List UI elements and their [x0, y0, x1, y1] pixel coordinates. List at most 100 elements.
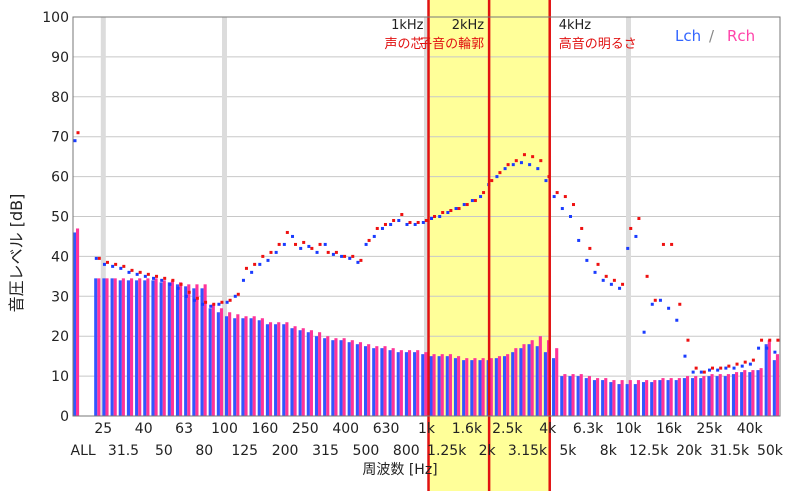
bar-lch	[625, 384, 629, 416]
dot-rch	[105, 260, 109, 264]
bar-lch	[241, 318, 245, 416]
dot-rch	[400, 213, 404, 217]
dot-rch	[416, 220, 420, 224]
bar-rch	[669, 378, 673, 416]
annotation-freq: 1kHz	[391, 18, 424, 33]
dot-rch	[702, 370, 706, 374]
dot-lch	[73, 139, 77, 143]
dot-lch	[552, 195, 556, 199]
dot-rch	[473, 199, 477, 203]
dot-lch	[626, 246, 630, 250]
bar-lch	[691, 378, 695, 416]
bar-lch	[184, 286, 188, 416]
bar-lch	[249, 318, 253, 416]
dot-lch	[184, 294, 188, 298]
bar-rch	[76, 228, 80, 416]
x-tick-label: 3.15k	[508, 443, 548, 459]
dot-rch	[465, 203, 469, 207]
bar-lch	[633, 384, 637, 416]
dot-lch	[201, 302, 205, 306]
dot-rch	[743, 360, 747, 364]
dot-rch	[146, 272, 150, 276]
dot-rch	[637, 216, 641, 220]
dot-rch	[490, 179, 494, 183]
dot-lch	[642, 330, 646, 334]
x-tick-label: 500	[353, 443, 380, 459]
bar-lch	[764, 344, 768, 416]
x-tick-label: 2.5k	[492, 421, 523, 437]
bar-lch	[453, 358, 458, 416]
dot-rch	[694, 366, 698, 370]
x-tick-label: 400	[332, 421, 359, 437]
bar-rch	[563, 374, 567, 416]
y-tick-label: 100	[42, 10, 69, 26]
bar-rch	[195, 284, 199, 416]
y-tick-label: 40	[51, 249, 69, 265]
bar-rch	[301, 328, 305, 416]
x-tick-label: 1.6k	[452, 421, 483, 437]
bar-rch	[236, 314, 240, 416]
bar-lch	[641, 382, 646, 416]
bar-rch	[514, 348, 518, 416]
bar-lch	[274, 324, 278, 416]
bar-rch	[473, 358, 477, 416]
bar-rch	[677, 378, 681, 416]
bar-rch	[350, 340, 354, 416]
dot-lch	[675, 318, 679, 322]
dot-lch	[192, 298, 196, 302]
dot-rch	[343, 254, 347, 258]
y-axis-label: 音圧レベル [dB]	[7, 194, 26, 313]
dot-rch	[171, 278, 175, 282]
bar-lch	[511, 352, 515, 416]
bar-lch	[216, 312, 220, 416]
dot-lch	[773, 350, 777, 354]
band-lines	[427, 0, 551, 491]
dot-lch	[601, 278, 605, 282]
annotation-freq: 4kHz	[559, 18, 592, 33]
bar-rch	[424, 352, 428, 416]
bar-rch	[465, 358, 469, 416]
dot-lch	[765, 346, 769, 350]
dot-rch	[563, 195, 567, 199]
dot-rch	[163, 276, 167, 280]
bar-rch	[440, 354, 444, 416]
bar-lch	[740, 372, 744, 416]
dot-rch	[334, 250, 338, 254]
plot-frame	[72, 16, 781, 417]
axes	[72, 16, 781, 417]
x-tick-label: 800	[393, 443, 420, 459]
dot-lch	[438, 215, 442, 218]
bar-rch	[587, 376, 591, 416]
dot-lch	[119, 266, 123, 270]
y-tick-label: 30	[51, 289, 69, 305]
dot-lch	[634, 234, 638, 238]
bar-lch	[404, 352, 408, 416]
bar-lch	[568, 376, 572, 416]
dot-rch	[138, 270, 142, 274]
bar-rch	[604, 378, 608, 416]
dot-lch	[536, 167, 540, 171]
dot-lch	[168, 282, 172, 286]
bar-lch	[257, 320, 261, 416]
dot-lch	[241, 278, 245, 282]
bar-rch	[383, 346, 387, 416]
bar-rch	[293, 326, 297, 416]
bar-lch	[535, 346, 539, 416]
dot-rch	[285, 230, 289, 234]
dot-rch	[514, 159, 518, 163]
dot-lch	[511, 163, 515, 167]
dot-rch	[179, 282, 183, 286]
bar-rch	[489, 358, 493, 416]
dot-rch	[506, 163, 510, 167]
x-tick-label: 50	[155, 443, 173, 459]
dot-rch	[155, 274, 159, 278]
x-tick-label: 10k	[616, 421, 643, 437]
dot-lch	[397, 218, 401, 222]
bar-rch	[620, 380, 624, 416]
bar-lch	[167, 282, 171, 416]
dot-rch	[719, 366, 723, 370]
x-tick-label: 25k	[696, 421, 723, 437]
bar-lch	[135, 280, 139, 416]
bar-lch	[290, 328, 294, 416]
bar-rch	[481, 358, 485, 416]
